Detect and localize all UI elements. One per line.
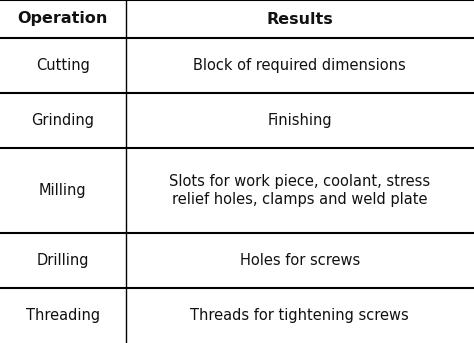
Text: Threading: Threading xyxy=(26,308,100,323)
Text: Slots for work piece, coolant, stress
relief holes, clamps and weld plate: Slots for work piece, coolant, stress re… xyxy=(169,174,430,207)
Text: Block of required dimensions: Block of required dimensions xyxy=(193,58,406,73)
Text: Operation: Operation xyxy=(18,12,108,26)
Text: Results: Results xyxy=(266,12,333,26)
Text: Threads for tightening screws: Threads for tightening screws xyxy=(191,308,409,323)
Text: Finishing: Finishing xyxy=(267,113,332,128)
Text: Grinding: Grinding xyxy=(31,113,94,128)
Text: Drilling: Drilling xyxy=(36,253,89,268)
Text: Holes for screws: Holes for screws xyxy=(240,253,360,268)
Text: Milling: Milling xyxy=(39,183,87,198)
Text: Cutting: Cutting xyxy=(36,58,90,73)
